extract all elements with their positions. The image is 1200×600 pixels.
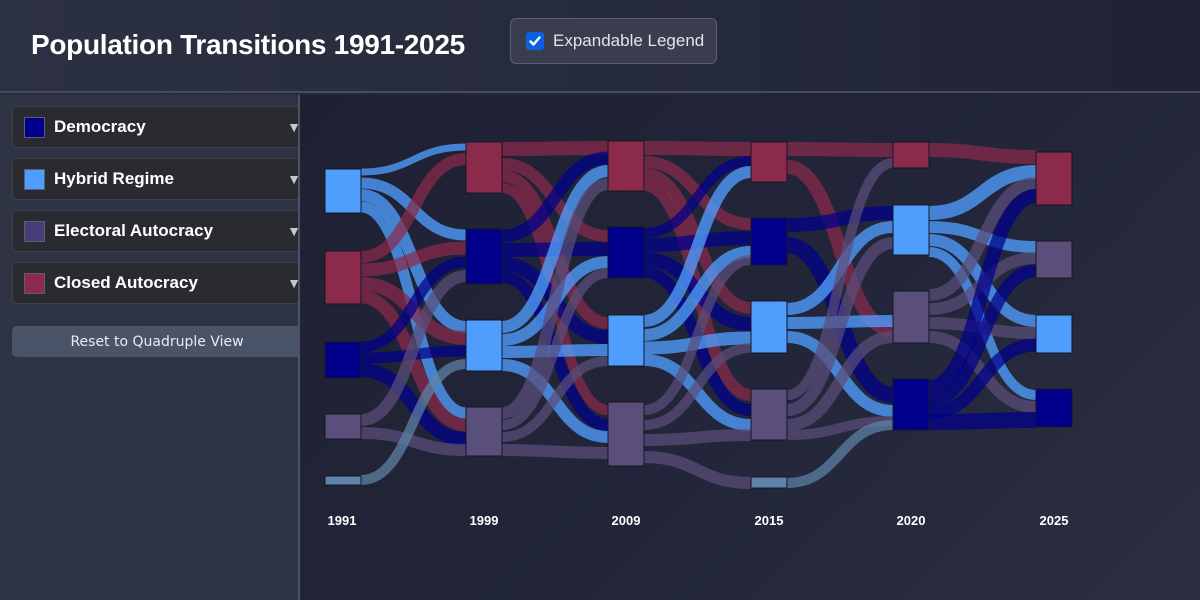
sankey-node-democracy-2020[interactable] (892, 378, 930, 431)
sankey-nodes (324, 140, 1073, 489)
hybrid-regime-swatch (24, 168, 45, 190)
legend-item-hybrid-regime[interactable]: Hybrid Regime ▼ (12, 158, 302, 200)
sankey-node-hybrid-regime-2015[interactable] (750, 300, 788, 354)
reset-quadruple-view-button[interactable]: Reset to Quadruple View (12, 326, 302, 357)
sankey-node-unclassified-1991[interactable] (324, 475, 362, 486)
sankey-svg (324, 140, 1073, 489)
expandable-legend-toggle[interactable]: Expandable Legend (510, 18, 717, 64)
year-label-1999: 1999 (469, 513, 499, 528)
sankey-link-democracy-2020-to-electoral-autocracy-2025[interactable] (928, 264, 1037, 408)
sankey-link-unclassified-1991-to-hybrid-regime-1999[interactable] (360, 359, 467, 485)
page-title: Population Transitions 1991-2025 (31, 29, 465, 60)
sankey-link-democracy-2020-to-hybrid-regime-2025[interactable] (928, 338, 1037, 420)
sankey-link-electoral-autocracy-1991-to-electoral-autocracy-1999[interactable] (360, 427, 467, 456)
checkmark-icon (529, 36, 541, 46)
sankey-link-electoral-autocracy-1999-to-electoral-autocracy-2009[interactable] (501, 444, 609, 459)
sankey-node-democracy-2009[interactable] (607, 226, 645, 279)
sankey-link-hybrid-regime-2009-to-democracy-2015[interactable] (643, 246, 752, 341)
legend-item-closed-autocracy[interactable]: Closed Autocracy ▼ (12, 262, 302, 304)
year-label-1991: 1991 (327, 513, 357, 528)
chevron-down-icon[interactable]: ▼ (287, 171, 301, 187)
sankey-link-electoral-autocracy-2015-to-electoral-autocracy-2020[interactable] (786, 331, 894, 431)
legend-label: Electoral Autocracy (54, 221, 214, 240)
sankey-node-hybrid-regime-1991[interactable] (324, 168, 362, 214)
chevron-down-icon[interactable]: ▼ (287, 275, 301, 291)
sankey-node-electoral-autocracy-1991[interactable] (324, 413, 362, 440)
sankey-link-electoral-autocracy-1999-to-democracy-2009[interactable] (501, 268, 609, 430)
sankey-node-closed-autocracy-2025[interactable] (1035, 151, 1073, 206)
sankey-link-democracy-2020-to-democracy-2025[interactable] (928, 412, 1037, 430)
sankey-link-hybrid-regime-1999-to-closed-autocracy-2009[interactable] (501, 165, 609, 333)
sankey-node-hybrid-regime-2009[interactable] (607, 314, 645, 367)
sankey-link-electoral-autocracy-2015-to-hybrid-regime-2020[interactable] (786, 237, 894, 416)
sankey-chart: 1991 1999 2009 2015 2020 2025 (300, 95, 1200, 600)
sankey-link-electoral-autocracy-2015-to-democracy-2020[interactable] (786, 416, 894, 440)
legend-item-electoral-autocracy[interactable]: Electoral Autocracy ▼ (12, 210, 302, 252)
year-label-2009: 2009 (611, 513, 641, 528)
sankey-node-hybrid-regime-2025[interactable] (1035, 314, 1073, 354)
sankey-link-electoral-autocracy-2015-to-closed-autocracy-2020[interactable] (785, 158, 895, 400)
sankey-link-closed-autocracy-2015-to-closed-autocracy-2020[interactable] (786, 142, 894, 157)
sankey-link-hybrid-regime-1991-to-closed-autocracy-1999[interactable] (360, 143, 467, 176)
sankey-link-democracy-1991-to-electoral-autocracy-1999[interactable] (360, 363, 467, 446)
expandable-legend-label: Expandable Legend (553, 31, 705, 50)
sankey-link-democracy-2015-to-hybrid-regime-2020[interactable] (786, 206, 894, 232)
electoral-autocracy-swatch (24, 220, 45, 242)
sankey-link-electoral-autocracy-2020-to-closed-autocracy-2025[interactable] (928, 177, 1037, 301)
legend-item-democracy[interactable]: Democracy ▼ (12, 106, 302, 148)
sankey-link-electoral-autocracy-2009-to-electoral-autocracy-2015[interactable] (643, 429, 752, 446)
sankey-node-democracy-1999[interactable] (465, 228, 503, 285)
header: Population Transitions 1991-2025 Expanda… (0, 0, 1200, 93)
sankey-node-democracy-2025[interactable] (1035, 388, 1073, 428)
chevron-down-icon[interactable]: ▼ (287, 223, 301, 239)
sankey-node-hybrid-regime-1999[interactable] (465, 319, 503, 372)
democracy-swatch (24, 116, 45, 138)
legend-label: Hybrid Regime (54, 169, 174, 188)
sankey-link-democracy-2020-to-closed-autocracy-2025[interactable] (927, 189, 1038, 394)
sankey-link-electoral-autocracy-1991-to-democracy-1999[interactable] (360, 270, 467, 426)
sankey-link-democracy-2009-to-closed-autocracy-2015[interactable] (643, 156, 752, 238)
sankey-link-closed-autocracy-1991-to-democracy-1999[interactable] (360, 241, 467, 277)
sankey-links (359, 141, 1038, 489)
year-label-2015: 2015 (754, 513, 784, 528)
closed-autocracy-swatch (24, 272, 45, 294)
sankey-link-democracy-1991-to-democracy-1999[interactable] (360, 256, 467, 353)
legend-label: Closed Autocracy (54, 273, 198, 292)
sankey-node-closed-autocracy-1999[interactable] (465, 141, 503, 194)
sankey-link-hybrid-regime-2020-to-closed-autocracy-2025[interactable] (928, 165, 1037, 220)
sankey-link-closed-autocracy-1991-to-closed-autocracy-1999[interactable] (360, 153, 467, 263)
sankey-node-democracy-1991[interactable] (324, 341, 362, 379)
sankey-node-closed-autocracy-2009[interactable] (607, 140, 645, 192)
sankey-node-electoral-autocracy-1999[interactable] (465, 406, 503, 457)
sankey-node-closed-autocracy-2015[interactable] (750, 141, 788, 183)
sankey-node-democracy-2015[interactable] (750, 217, 788, 266)
sankey-node-closed-autocracy-1991[interactable] (324, 250, 362, 305)
year-label-2020: 2020 (896, 513, 926, 528)
sankey-link-electoral-autocracy-1999-to-hybrid-regime-2009[interactable] (501, 356, 609, 442)
sankey-link-closed-autocracy-2009-to-closed-autocracy-2015[interactable] (643, 141, 752, 156)
year-label-2025: 2025 (1039, 513, 1069, 528)
legend-sidebar: Democracy ▼ Hybrid Regime ▼ Electoral Au… (0, 95, 302, 600)
sankey-node-electoral-autocracy-2015[interactable] (750, 388, 788, 441)
sankey-link-democracy-1999-to-closed-autocracy-2009[interactable] (501, 151, 609, 243)
legend-label: Democracy (54, 117, 146, 136)
expandable-legend-checkbox[interactable] (526, 32, 544, 50)
sankey-link-unclassified-2015-to-democracy-2020[interactable] (786, 420, 894, 488)
sankey-link-electoral-autocracy-2009-to-unclassified-2015[interactable] (643, 451, 752, 489)
sankey-link-closed-autocracy-1999-to-closed-autocracy-2009[interactable] (501, 141, 609, 156)
sankey-link-electoral-autocracy-2009-to-hybrid-regime-2015[interactable] (643, 343, 752, 430)
sankey-node-electoral-autocracy-2020[interactable] (892, 290, 930, 344)
sankey-node-unclassified-2015[interactable] (750, 476, 788, 489)
sankey-link-closed-autocracy-2020-to-closed-autocracy-2025[interactable] (928, 143, 1037, 164)
sankey-link-hybrid-regime-2009-to-closed-autocracy-2015[interactable] (643, 166, 752, 327)
sankey-link-electoral-autocracy-1999-to-closed-autocracy-2009[interactable] (500, 178, 610, 419)
sankey-link-electoral-autocracy-2009-to-democracy-2015[interactable] (643, 255, 752, 415)
chevron-down-icon[interactable]: ▼ (287, 119, 301, 135)
sidebar-divider[interactable] (298, 95, 300, 600)
sankey-node-electoral-autocracy-2025[interactable] (1035, 240, 1073, 279)
sankey-node-closed-autocracy-2020[interactable] (892, 141, 930, 169)
sankey-node-hybrid-regime-2020[interactable] (892, 204, 930, 256)
sankey-node-electoral-autocracy-2009[interactable] (607, 401, 645, 467)
